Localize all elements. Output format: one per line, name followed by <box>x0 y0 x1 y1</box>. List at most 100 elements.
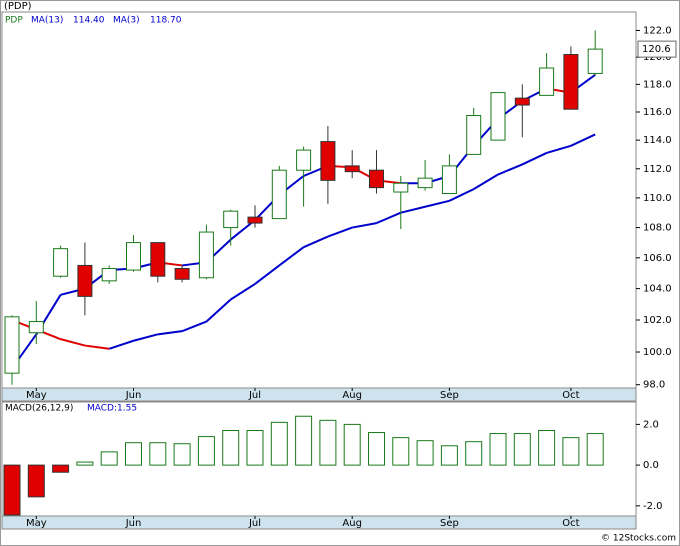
y-tick-label: 118.0 <box>643 79 672 90</box>
x-tick-label: Sep <box>440 390 459 401</box>
candle-body <box>77 264 93 297</box>
credit: © 12Stocks.com <box>601 534 676 544</box>
x-tick-label: May <box>26 518 47 529</box>
candle-body <box>514 97 530 106</box>
candle-body <box>417 177 433 189</box>
candle-body <box>101 268 117 282</box>
y-tick-label: -2.0 <box>643 501 663 512</box>
y-tick-label: 114.0 <box>643 135 672 146</box>
macd-bar <box>319 419 337 466</box>
macd-bar <box>392 437 410 466</box>
macd-bar <box>368 432 385 466</box>
date-band <box>1 515 637 530</box>
legend-value: 114.40 <box>73 16 105 26</box>
y-tick-label: 98.0 <box>643 380 665 391</box>
x-tick-label: May <box>26 390 47 401</box>
candle-body <box>539 67 555 96</box>
candle-body <box>150 242 166 277</box>
legend-value: 118.70 <box>150 16 182 26</box>
macd-bar <box>440 445 458 466</box>
ma-line <box>546 144 572 154</box>
ma-line <box>230 283 256 301</box>
macd-bar <box>125 442 142 466</box>
ma-line <box>473 173 499 190</box>
y-tick-label: 102.0 <box>643 315 672 326</box>
x-tick-label: Jul <box>248 390 261 401</box>
candle-body <box>247 216 263 224</box>
macd-bar <box>343 423 361 466</box>
macd-legend: MACD:1.55 <box>87 404 137 414</box>
chart-title: (PDP) <box>4 1 32 12</box>
candle-body <box>296 149 312 171</box>
ma-line <box>181 320 207 333</box>
macd-bar <box>149 442 167 466</box>
ma-line <box>400 205 426 214</box>
x-tick-label: Oct <box>562 390 579 401</box>
ma-line <box>278 246 305 267</box>
candle-body <box>490 92 506 141</box>
date-band <box>1 387 637 402</box>
ma-line <box>497 163 523 176</box>
ma-line <box>327 226 353 238</box>
macd-bar <box>538 430 556 466</box>
macd-bar <box>52 464 70 473</box>
legend-entry: MA(13) <box>31 16 63 26</box>
macd-bar <box>76 461 94 466</box>
macd-bar <box>489 433 507 466</box>
macd-bar <box>270 421 288 466</box>
candle-body <box>198 231 214 279</box>
x-tick-label: Oct <box>562 518 579 529</box>
macd-bar <box>197 436 215 466</box>
y-tick-label: 122.0 <box>643 25 672 36</box>
ma-line <box>157 330 183 336</box>
x-tick-label: Jun <box>125 518 142 529</box>
macd-bar <box>173 443 191 466</box>
macd-bar <box>513 433 531 466</box>
legend-ticker: PDP <box>5 16 23 26</box>
candle-body <box>53 248 69 277</box>
candle-body <box>174 268 190 280</box>
candle-body <box>4 316 20 374</box>
price-panel <box>1 11 637 389</box>
ma-line <box>376 211 402 225</box>
ma-line <box>570 133 596 147</box>
ma-line <box>133 333 159 342</box>
x-tick-label: Aug <box>342 518 362 529</box>
candle-body <box>271 169 287 220</box>
y-tick-label: 100.0 <box>643 347 672 358</box>
y-tick-label: 116.0 <box>643 107 672 118</box>
legend-entry: MA(3) <box>113 16 140 26</box>
x-tick-label: Sep <box>440 518 459 529</box>
ma-line <box>84 344 110 350</box>
macd-bar <box>100 451 118 466</box>
macd-bar <box>295 415 313 466</box>
macd-bar <box>416 440 434 466</box>
candle-body <box>126 242 141 271</box>
candle-body <box>441 165 457 194</box>
y-tick-label: 104.0 <box>643 284 672 295</box>
macd-title: MACD(26,12,9) <box>5 404 73 414</box>
y-tick-label: 108.0 <box>643 223 672 234</box>
ma-line <box>424 199 450 208</box>
y-tick-label: 112.0 <box>643 164 672 175</box>
last-price-label: 120.6 <box>642 44 671 55</box>
y-tick-label: 0.0 <box>643 460 659 471</box>
ma-line <box>60 338 86 347</box>
candle-body <box>369 169 384 189</box>
macd-bar <box>586 433 604 466</box>
ma-line <box>108 339 134 350</box>
y-tick-label: 2.0 <box>643 419 659 430</box>
x-tick-label: Aug <box>342 390 362 401</box>
candle-body <box>28 321 44 334</box>
x-tick-label: Jul <box>248 518 261 529</box>
y-tick-label: 120.0 <box>643 52 672 63</box>
macd-bar <box>222 430 240 466</box>
ma-line <box>352 222 377 229</box>
ma-line <box>303 235 329 249</box>
ma-line <box>205 298 232 323</box>
candle-body <box>344 165 360 173</box>
candle-body <box>320 141 336 181</box>
candle-body <box>223 210 239 229</box>
candle-body <box>466 114 482 155</box>
